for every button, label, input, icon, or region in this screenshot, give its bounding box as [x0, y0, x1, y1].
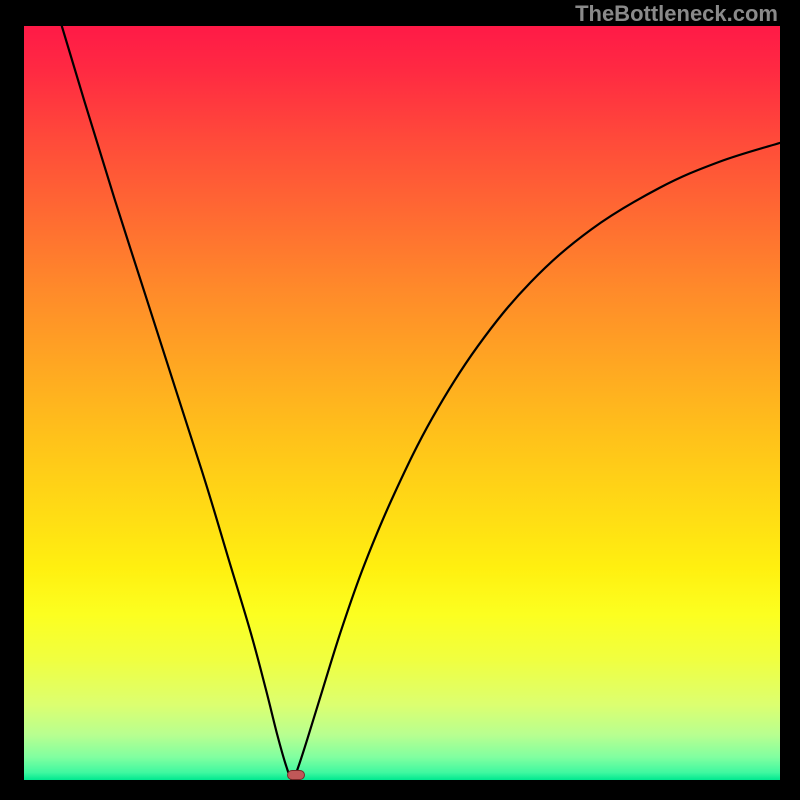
watermark-text: TheBottleneck.com [575, 1, 778, 27]
plot-area [24, 26, 780, 780]
optimal-point-marker [287, 770, 305, 780]
bottleneck-curve [24, 26, 780, 780]
curve-path [62, 26, 780, 780]
chart-canvas: TheBottleneck.com [0, 0, 800, 800]
chart-frame [0, 0, 800, 800]
